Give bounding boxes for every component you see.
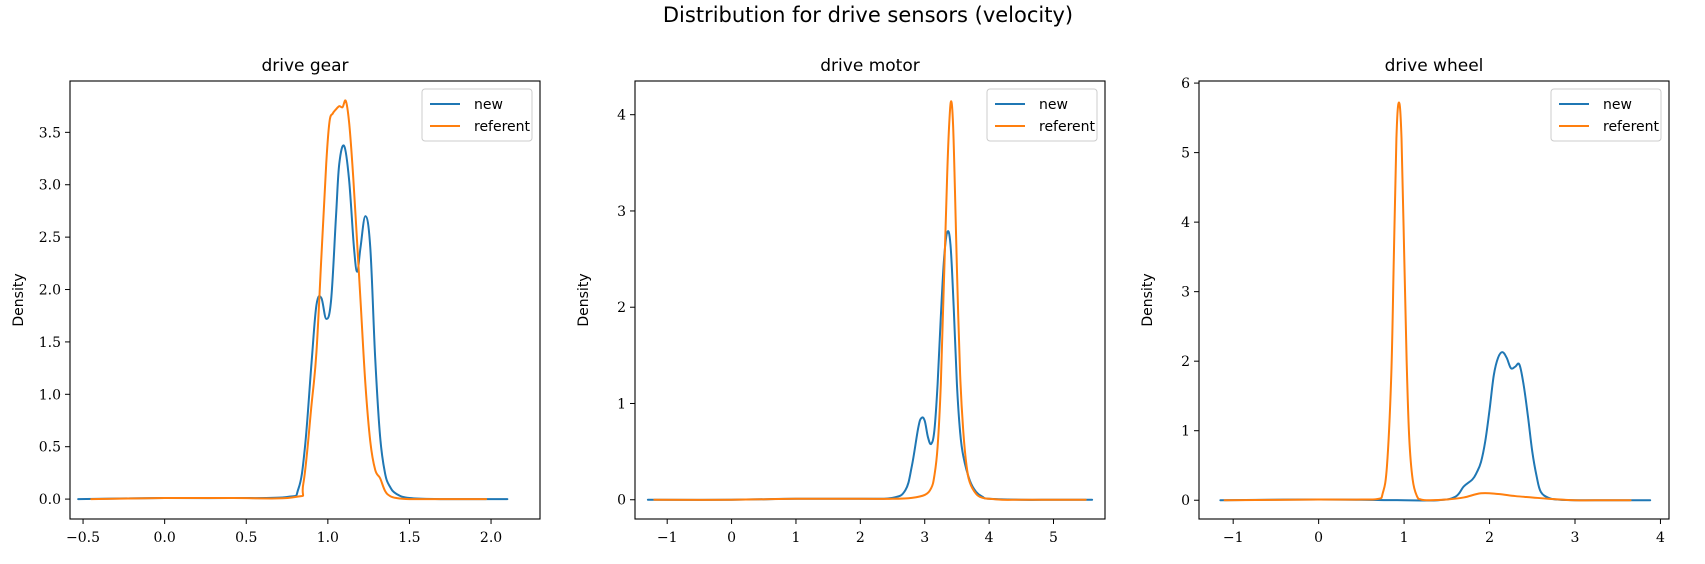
x-tick-label: 2 bbox=[1485, 530, 1494, 546]
x-tick-label: 5 bbox=[1049, 530, 1058, 546]
series-line-new bbox=[77, 144, 509, 501]
y-axis-label: Density bbox=[576, 273, 592, 326]
x-tick-label: 4 bbox=[1656, 530, 1665, 546]
x-tick-label: 2 bbox=[856, 530, 865, 546]
y-tick-label: 0.0 bbox=[39, 492, 61, 508]
y-tick-label: 2 bbox=[617, 300, 626, 316]
legend-label-referent: referent bbox=[1603, 119, 1660, 135]
axes-title: drive motor bbox=[820, 56, 919, 76]
x-tick-label: 1 bbox=[1400, 530, 1409, 546]
chart-drive-motor: drive motor Density −1 0 1 2 3 4 5 0 1 2 3 4 new refere… bbox=[576, 56, 1106, 546]
x-tick-label: 1.0 bbox=[317, 530, 339, 546]
y-tick-label: 3.5 bbox=[39, 125, 61, 141]
legend-label-new: new bbox=[1603, 97, 1632, 113]
chart-drive-wheel: drive wheel Density −1 0 1 2 3 4 0 1 2 3 4 5 6 new refer… bbox=[1140, 56, 1670, 546]
y-tick-label: 1.5 bbox=[39, 335, 61, 351]
legend-box bbox=[1550, 88, 1662, 142]
y-axis-label: Density bbox=[1140, 273, 1156, 326]
x-tick-label: 0.0 bbox=[154, 530, 176, 546]
legend-label-new: new bbox=[1039, 97, 1068, 113]
y-tick-label: 0 bbox=[1181, 493, 1190, 509]
x-tick-label: 0 bbox=[1314, 530, 1323, 546]
y-tick-label: 6 bbox=[1181, 76, 1190, 92]
x-tick-label: 4 bbox=[985, 530, 994, 546]
x-tick-label: 2.0 bbox=[480, 530, 502, 546]
x-tick-label: 3 bbox=[920, 530, 929, 546]
y-tick-label: 1.0 bbox=[39, 387, 61, 403]
legend: new referent bbox=[1550, 88, 1662, 142]
series-line-referent bbox=[90, 99, 488, 501]
y-tick-label: 5 bbox=[1181, 146, 1190, 162]
x-tick-label: −1 bbox=[657, 530, 678, 546]
axes-frame bbox=[634, 80, 1106, 520]
y-tick-label: 0 bbox=[617, 493, 626, 509]
y-axis-label: Density bbox=[11, 273, 27, 326]
x-tick-label: −1 bbox=[1223, 530, 1244, 546]
axes-title: drive gear bbox=[261, 56, 348, 76]
x-tick-label: 3 bbox=[1571, 530, 1580, 546]
axes-title: drive wheel bbox=[1385, 56, 1484, 76]
x-tick-label: 1 bbox=[791, 530, 800, 546]
y-tick-label: 2 bbox=[1181, 354, 1190, 370]
y-tick-label: 3.0 bbox=[39, 178, 61, 194]
series-line-referent bbox=[1223, 101, 1632, 502]
y-tick-label: 4 bbox=[617, 108, 626, 124]
axes-frame bbox=[1198, 80, 1670, 520]
y-tick-label: 3 bbox=[1181, 285, 1190, 301]
legend: new referent bbox=[421, 88, 533, 142]
figure-title: Distribution for drive sensors (velocity… bbox=[663, 3, 1073, 27]
x-tick-label: −0.5 bbox=[66, 530, 100, 546]
y-tick-label: 2.5 bbox=[39, 230, 61, 246]
x-tick-label: 0 bbox=[727, 530, 736, 546]
y-tick-label: 2.0 bbox=[39, 283, 61, 299]
legend-box bbox=[421, 88, 533, 142]
y-tick-label: 1 bbox=[1181, 424, 1190, 440]
legend: new referent bbox=[986, 88, 1098, 142]
y-tick-label: 1 bbox=[617, 396, 626, 412]
chart-drive-gear: drive gear Density −0.5 0.0 0.5 1.0 1.5 2.0 0.0 0… bbox=[11, 56, 541, 546]
y-tick-label: 0.5 bbox=[39, 440, 61, 456]
axes-frame bbox=[69, 80, 541, 520]
legend-label-new: new bbox=[474, 97, 503, 113]
y-tick-label: 3 bbox=[617, 204, 626, 220]
series-line-new bbox=[646, 230, 1094, 501]
legend-box bbox=[986, 88, 1098, 142]
y-tick-label: 4 bbox=[1181, 215, 1190, 231]
x-tick-label: 0.5 bbox=[235, 530, 257, 546]
series-line-referent bbox=[653, 100, 1087, 501]
legend-label-referent: referent bbox=[1039, 119, 1096, 135]
x-tick-label: 1.5 bbox=[398, 530, 420, 546]
series-line-new bbox=[1219, 351, 1652, 502]
legend-label-referent: referent bbox=[474, 119, 531, 135]
